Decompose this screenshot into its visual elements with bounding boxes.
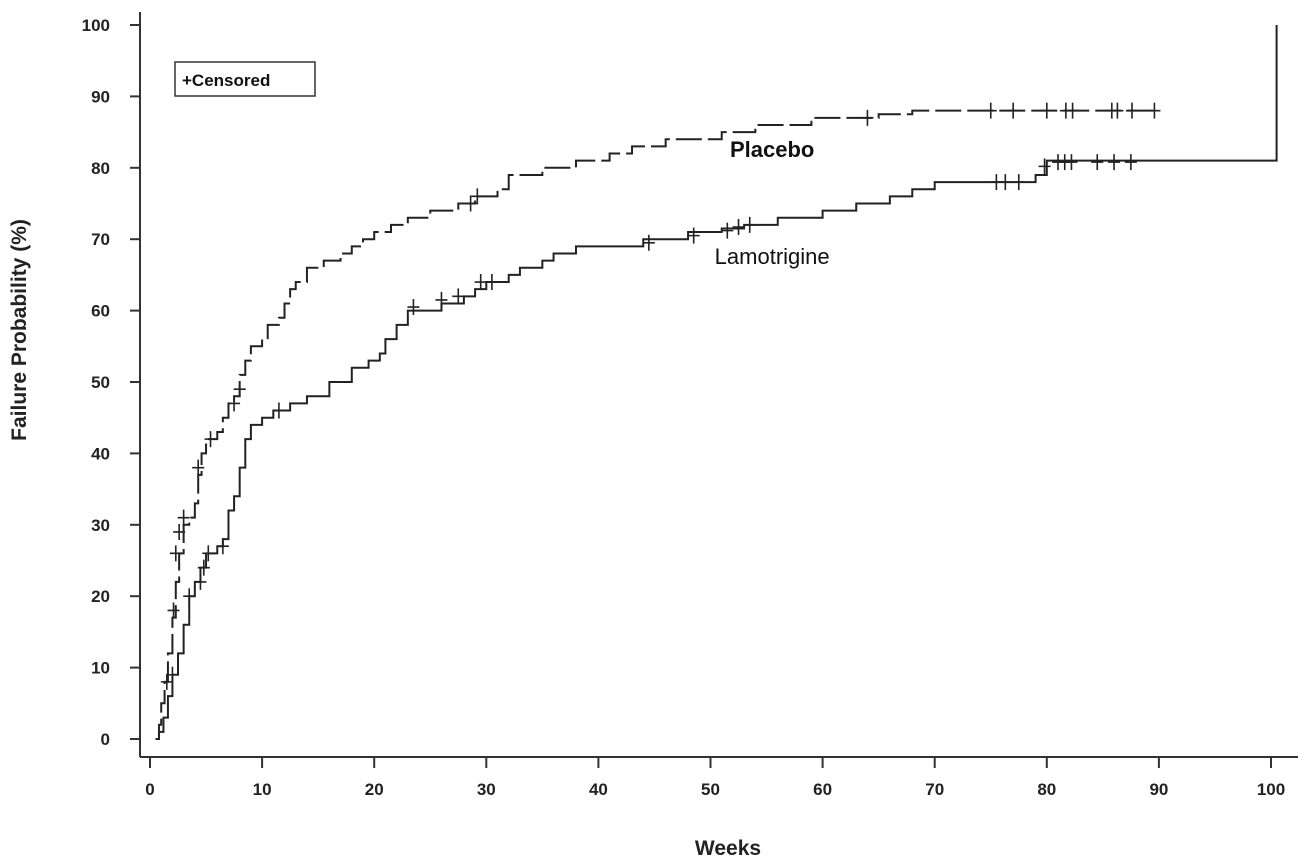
x-tick-label: 70: [925, 780, 944, 799]
x-tick-label: 40: [589, 780, 608, 799]
censor-mark: [861, 109, 874, 126]
censor-mark: [743, 216, 756, 233]
censor-mark: [1007, 102, 1020, 119]
censor-mark: [407, 299, 420, 316]
annotation-layer: Placebo Lamotrigine: [715, 137, 830, 269]
x-tick-label: 90: [1149, 780, 1168, 799]
censor-mark: [452, 288, 465, 305]
y-tick-label: 50: [91, 373, 110, 392]
y-tick-label: 80: [91, 159, 110, 178]
censor-mark: [1124, 154, 1137, 171]
y-tick-label: 20: [91, 587, 110, 606]
censor-mark: [216, 538, 229, 555]
censor-mark: [1111, 102, 1124, 119]
series-lamotrigine: [155, 25, 1278, 740]
x-tick-label: 80: [1037, 780, 1056, 799]
censor-mark: [984, 102, 997, 119]
censor-mark: [233, 381, 246, 398]
censor-mark: [1066, 102, 1079, 119]
legend-box: [174, 61, 316, 97]
censor-mark: [167, 602, 180, 619]
censor-mark: [183, 588, 196, 605]
censor-mark: [1148, 102, 1161, 119]
series-line-placebo: [155, 109, 1159, 740]
censor-mark: [1040, 102, 1053, 119]
axes: [139, 12, 1298, 758]
censor-mark: [194, 573, 207, 590]
x-axis-title: Weeks: [695, 837, 761, 860]
y-tick-label: 10: [91, 659, 110, 678]
y-ticks: 0 10 20 30 40 50 60 70 80 90 100: [82, 16, 140, 749]
censor-mark: [228, 395, 241, 412]
censor-mark: [687, 227, 700, 244]
censor-mark: [166, 666, 179, 683]
censor-mark: [1038, 158, 1051, 175]
censor-mark: [474, 274, 487, 291]
y-tick-label: 40: [91, 444, 110, 463]
y-tick-label: 30: [91, 516, 110, 535]
series-line-lamotrigine: [155, 25, 1278, 740]
y-tick-label: 100: [82, 16, 110, 35]
censor-mark: [173, 523, 186, 540]
series-annotation: Placebo: [730, 137, 814, 162]
censor-mark: [485, 274, 498, 291]
censor-mark: [197, 559, 210, 576]
censor-mark: [721, 222, 734, 239]
censor-mark: [1108, 154, 1121, 171]
x-tick-label: 20: [365, 780, 384, 799]
y-tick-label: 70: [91, 230, 110, 249]
censor-mark: [1065, 154, 1078, 171]
series-annotation: Lamotrigine: [715, 244, 830, 269]
censor-mark: [732, 219, 745, 236]
x-tick-label: 60: [813, 780, 832, 799]
x-ticks: 0 10 20 30 40 50 60 70 80 90 100: [145, 757, 1285, 799]
x-tick-label: 0: [145, 780, 154, 799]
censor-mark: [272, 402, 285, 419]
y-tick-label: 0: [101, 730, 110, 749]
censor-mark: [204, 431, 217, 448]
censor-mark: [177, 509, 190, 526]
censor-mark: [435, 291, 448, 308]
censor-mark: [464, 195, 477, 212]
legend-label: +Censored: [182, 71, 270, 90]
censor-mark: [999, 174, 1012, 191]
censor-mark: [642, 234, 655, 251]
censor-mark: [202, 545, 215, 562]
y-tick-label: 60: [91, 302, 110, 321]
censor-mark: [471, 188, 484, 205]
x-tick-label: 100: [1257, 780, 1285, 799]
legend: +Censored: [174, 61, 316, 97]
censor-mark: [160, 673, 173, 690]
censor-mark: [169, 545, 182, 562]
series-placebo: [155, 102, 1161, 740]
censor-mark: [192, 459, 205, 476]
censor-mark: [1126, 102, 1138, 119]
censor-mark: [1012, 174, 1025, 191]
x-tick-label: 50: [701, 780, 720, 799]
x-tick-label: 30: [477, 780, 496, 799]
series-layer: [155, 25, 1278, 740]
x-tick-label: 10: [253, 780, 272, 799]
y-tick-label: 90: [91, 87, 110, 106]
censor-mark: [1091, 154, 1104, 171]
y-axis-title: Failure Probability (%): [8, 219, 31, 441]
